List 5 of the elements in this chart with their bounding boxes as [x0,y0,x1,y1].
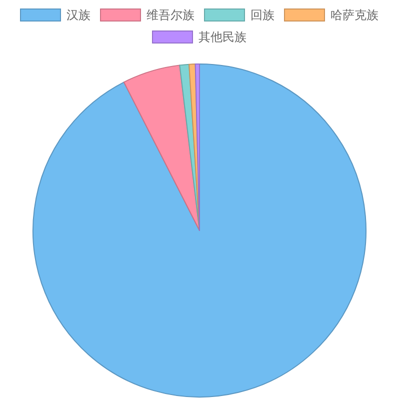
legend-label: 其他民族 [198,30,246,44]
legend-label: 哈萨克族 [330,8,378,22]
legend-label: 汉族 [66,8,90,22]
legend-label: 回族 [250,8,274,22]
legend-label: 维吾尔族 [146,8,194,22]
